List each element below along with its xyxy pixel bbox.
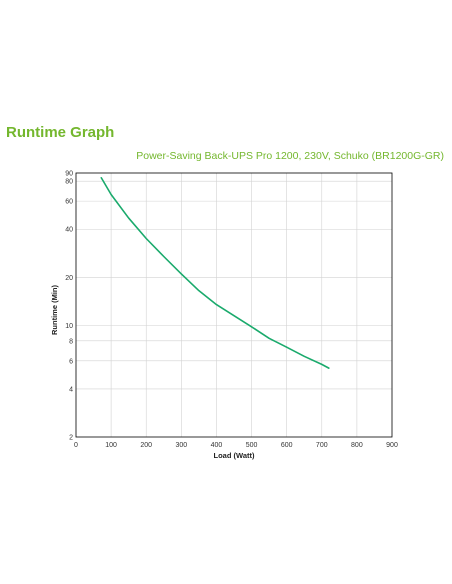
y-tick-label: 20	[65, 275, 73, 282]
y-tick-label: 80	[65, 179, 73, 186]
series-lines	[100, 176, 330, 369]
x-tick-label: 500	[246, 442, 258, 449]
plot-frame	[75, 172, 393, 438]
page-title: Runtime Graph	[6, 124, 115, 141]
x-tick-label: 800	[351, 442, 363, 449]
x-tick-label: 200	[140, 442, 152, 449]
y-tick-label: 4	[69, 386, 73, 393]
y-tick-label: 8	[69, 338, 73, 345]
chart-subtitle: Power-Saving Back-UPS Pro 1200, 230V, Sc…	[136, 150, 444, 162]
runtime-curve	[100, 176, 330, 369]
x-tick-label: 0	[74, 442, 78, 449]
y-tick-label: 40	[65, 227, 73, 234]
y-tick-label: 10	[65, 323, 73, 330]
y-tick-label: 6	[69, 358, 73, 365]
x-axis-label: Load (Watt)	[214, 451, 255, 460]
x-tick-label: 100	[105, 442, 117, 449]
x-tick-label: 600	[281, 442, 293, 449]
y-tick-label: 90	[65, 171, 73, 178]
x-tick-label: 700	[316, 442, 328, 449]
x-tick-labels: 0 100 200 300 400 500 600 700 800 900	[74, 442, 398, 449]
grid-lines	[76, 173, 392, 437]
y-axis-label: Runtime (Min)	[50, 285, 59, 335]
y-tick-label: 2	[69, 435, 73, 442]
x-tick-label: 400	[211, 442, 223, 449]
y-tick-label: 60	[65, 199, 73, 206]
x-tick-label: 900	[386, 442, 398, 449]
x-tick-label: 300	[175, 442, 187, 449]
